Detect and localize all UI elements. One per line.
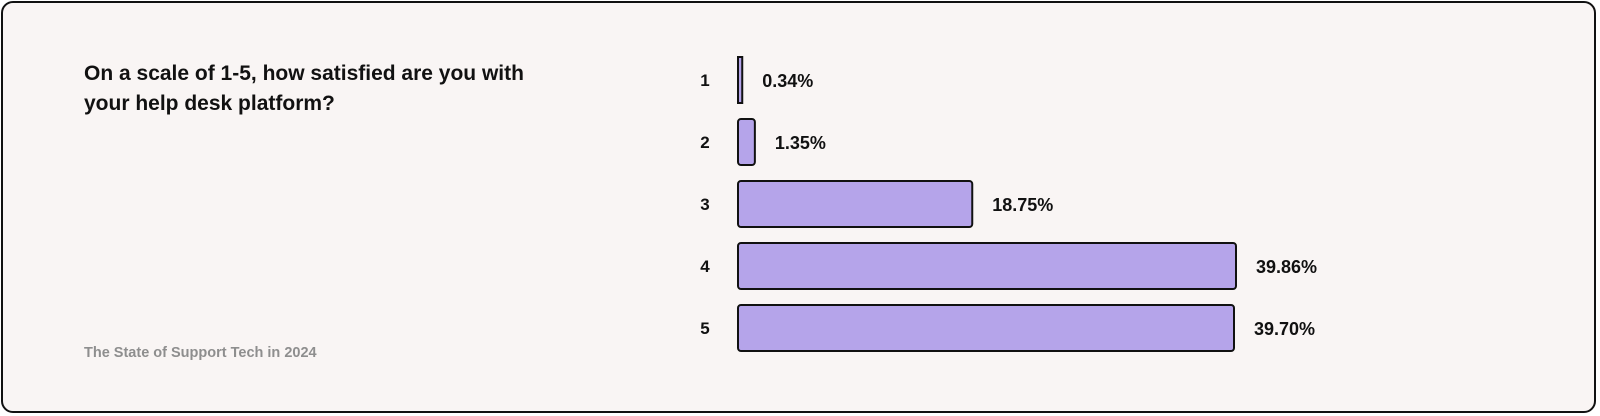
category-label-1: 1 <box>700 71 709 90</box>
bar-2 <box>737 118 756 166</box>
value-label-3: 18.75% <box>992 195 1053 215</box>
category-label-5: 5 <box>700 319 709 338</box>
value-label-1: 0.34% <box>762 71 813 91</box>
value-label-2: 1.35% <box>775 133 826 153</box>
category-label-4: 4 <box>700 257 710 276</box>
bar-1 <box>737 56 744 104</box>
chart-question-title: On a scale of 1-5, how satisfied are you… <box>84 62 524 115</box>
source-caption: The State of Support Tech in 2024 <box>84 345 317 361</box>
bar-5 <box>737 304 1236 352</box>
category-label-2: 2 <box>700 133 709 152</box>
value-label-5: 39.70% <box>1254 319 1315 339</box>
category-label-3: 3 <box>700 195 709 214</box>
value-label-4: 39.86% <box>1256 257 1317 277</box>
bar-4 <box>737 242 1237 290</box>
bar-3 <box>737 180 974 228</box>
